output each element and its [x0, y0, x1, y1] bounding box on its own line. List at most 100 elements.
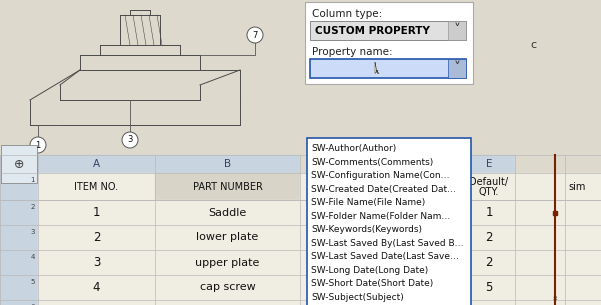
Text: Column type:: Column type: [312, 9, 382, 19]
Text: 4: 4 [93, 281, 100, 294]
Text: 8: 8 [553, 296, 557, 302]
Text: SW-Comments(Comments): SW-Comments(Comments) [311, 158, 433, 167]
Bar [38, 250, 155, 275]
Bar [463, 225, 515, 250]
Bar [565, 300, 601, 305]
Bar [463, 173, 515, 200]
Circle shape [30, 137, 46, 153]
Text: E: E [486, 159, 492, 169]
Bar [515, 250, 565, 275]
Bar [515, 225, 565, 250]
Text: 3: 3 [31, 229, 35, 235]
Text: SW-Created Date(Created Dat…: SW-Created Date(Created Dat… [311, 185, 456, 194]
Bar [463, 250, 515, 275]
Text: cap screw: cap screw [200, 282, 255, 292]
Bar [300, 225, 463, 250]
Bar [38, 300, 155, 305]
Text: 4: 4 [31, 254, 35, 260]
Text: ˅: ˅ [454, 23, 460, 38]
Bar [155, 300, 300, 305]
Bar [155, 250, 300, 275]
Bar [38, 173, 155, 200]
Text: 2: 2 [485, 256, 493, 269]
Text: SW-Keywords(Keywords): SW-Keywords(Keywords) [311, 225, 422, 234]
Text: SW-Subject(Subject): SW-Subject(Subject) [311, 293, 404, 302]
Polygon shape [375, 63, 379, 74]
Bar [515, 173, 565, 200]
Bar [38, 200, 155, 225]
Bar [300, 300, 463, 305]
Bar [0, 155, 38, 173]
Text: 1: 1 [31, 177, 35, 183]
Text: SW-File Name(File Name): SW-File Name(File Name) [311, 198, 426, 207]
Bar [310, 59, 466, 78]
Text: 7: 7 [252, 30, 258, 40]
Bar [463, 300, 515, 305]
Bar [307, 138, 471, 305]
Bar [155, 173, 300, 200]
Bar [38, 275, 155, 300]
Bar [515, 155, 565, 173]
Text: ˅: ˅ [454, 62, 460, 76]
Circle shape [247, 27, 263, 43]
Text: SW-Last Saved By(Last Saved B…: SW-Last Saved By(Last Saved B… [311, 239, 463, 248]
Bar [300, 155, 463, 173]
Text: 2: 2 [485, 231, 493, 244]
Bar [0, 250, 38, 275]
Bar [300, 250, 463, 275]
Bar [300, 173, 463, 200]
Bar [38, 225, 155, 250]
Bar [0, 300, 38, 305]
Text: c: c [530, 40, 536, 50]
Text: 3: 3 [127, 135, 133, 145]
Bar [515, 300, 565, 305]
Bar [448, 59, 466, 78]
Bar [565, 173, 601, 200]
Bar [515, 200, 565, 225]
Bar [448, 21, 466, 40]
Circle shape [122, 132, 138, 148]
Text: 2: 2 [31, 204, 35, 210]
Bar [310, 21, 466, 40]
Text: QTY.: QTY. [479, 186, 499, 196]
Bar [463, 275, 515, 300]
Bar [38, 155, 155, 173]
Text: 3: 3 [93, 256, 100, 269]
Bar [463, 200, 515, 225]
Bar [463, 155, 515, 173]
Text: ⊕: ⊕ [14, 157, 24, 170]
Bar [515, 275, 565, 300]
Text: lower plate: lower plate [197, 232, 258, 242]
Bar [565, 155, 601, 173]
Text: 2: 2 [93, 231, 100, 244]
Text: A: A [93, 159, 100, 169]
Text: SW-Folder Name(Folder Nam…: SW-Folder Name(Folder Nam… [311, 212, 450, 221]
Text: 1: 1 [485, 206, 493, 219]
Bar [155, 225, 300, 250]
Bar [0, 200, 38, 225]
Bar [565, 275, 601, 300]
Text: sim: sim [568, 181, 585, 192]
Bar [300, 200, 463, 225]
Bar [155, 155, 300, 173]
Text: SW-Short Date(Short Date): SW-Short Date(Short Date) [311, 279, 433, 288]
Text: 1: 1 [93, 206, 100, 219]
Text: 1: 1 [35, 141, 41, 149]
Text: SW-Author(Author): SW-Author(Author) [311, 144, 396, 153]
Bar [565, 225, 601, 250]
Text: upper plate: upper plate [195, 257, 260, 267]
Text: 5: 5 [31, 279, 35, 285]
Bar [300, 275, 463, 300]
Text: B: B [224, 159, 231, 169]
Text: 6: 6 [31, 304, 35, 305]
Bar [155, 275, 300, 300]
Text: SW-Configuration Name(Con…: SW-Configuration Name(Con… [311, 171, 450, 180]
Bar [0, 225, 38, 250]
Text: PART NUMBER: PART NUMBER [192, 181, 263, 192]
Bar [565, 250, 601, 275]
Text: SW-Long Date(Long Date): SW-Long Date(Long Date) [311, 266, 429, 275]
Text: CUSTOM PROPERTY: CUSTOM PROPERTY [315, 26, 430, 35]
Bar [0, 173, 38, 200]
Text: ITEM NO.: ITEM NO. [75, 181, 118, 192]
Bar [0, 275, 38, 300]
